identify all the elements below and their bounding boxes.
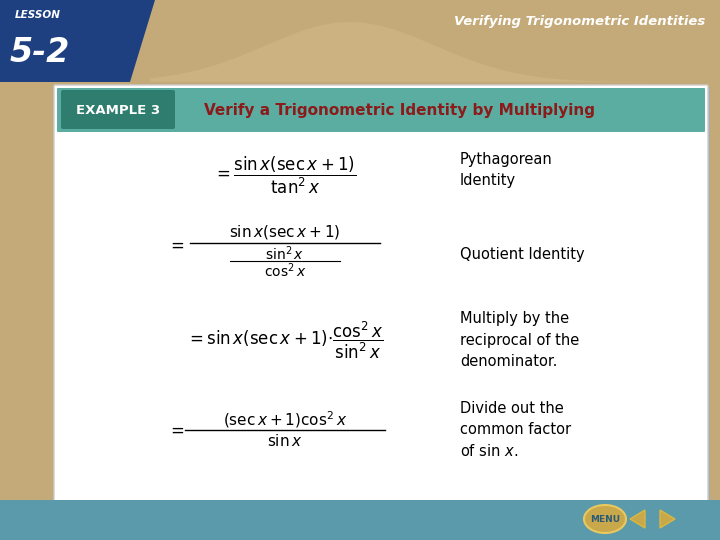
FancyBboxPatch shape: [56, 87, 710, 507]
Polygon shape: [0, 0, 130, 82]
Polygon shape: [0, 0, 155, 82]
FancyBboxPatch shape: [0, 500, 720, 540]
Polygon shape: [630, 510, 645, 528]
Text: $\sin x$: $\sin x$: [267, 433, 302, 449]
Text: $\sin x(\sec x + 1)$: $\sin x(\sec x + 1)$: [229, 223, 341, 241]
Text: $= \sin x(\sec x + 1){\cdot}\dfrac{\cos^2 x}{\sin^2 x}$: $= \sin x(\sec x + 1){\cdot}\dfrac{\cos^…: [186, 319, 384, 361]
Ellipse shape: [584, 505, 626, 533]
Text: Multiply by the
reciprocal of the
denominator.: Multiply by the reciprocal of the denomi…: [460, 312, 580, 368]
FancyBboxPatch shape: [57, 88, 705, 132]
Text: Verifying Trigonometric Identities: Verifying Trigonometric Identities: [454, 16, 705, 29]
Text: $\cos^2 x$: $\cos^2 x$: [264, 262, 306, 280]
Text: $=$: $=$: [167, 421, 184, 439]
Text: $= \dfrac{\sin x(\sec x + 1)}{\tan^2 x}$: $= \dfrac{\sin x(\sec x + 1)}{\tan^2 x}$: [213, 154, 356, 195]
Text: 5-2: 5-2: [10, 36, 71, 69]
FancyBboxPatch shape: [54, 85, 708, 505]
FancyBboxPatch shape: [61, 90, 175, 129]
Polygon shape: [0, 0, 720, 82]
Polygon shape: [150, 22, 720, 82]
Polygon shape: [660, 510, 675, 528]
Text: Pythagorean
Identity: Pythagorean Identity: [460, 152, 553, 188]
Text: LESSON: LESSON: [15, 10, 61, 20]
Text: $=$: $=$: [167, 236, 184, 254]
Text: MENU: MENU: [590, 515, 620, 523]
Text: EXAMPLE 3: EXAMPLE 3: [76, 104, 160, 117]
Text: Quotient Identity: Quotient Identity: [460, 247, 585, 262]
Text: $\sin^2 x$: $\sin^2 x$: [266, 245, 305, 264]
Text: Divide out the
common factor
of sin $x$.: Divide out the common factor of sin $x$.: [460, 401, 571, 459]
Text: Verify a Trigonometric Identity by Multiplying: Verify a Trigonometric Identity by Multi…: [204, 103, 595, 118]
Text: $(\sec x + 1)\cos^2 x$: $(\sec x + 1)\cos^2 x$: [223, 410, 347, 430]
